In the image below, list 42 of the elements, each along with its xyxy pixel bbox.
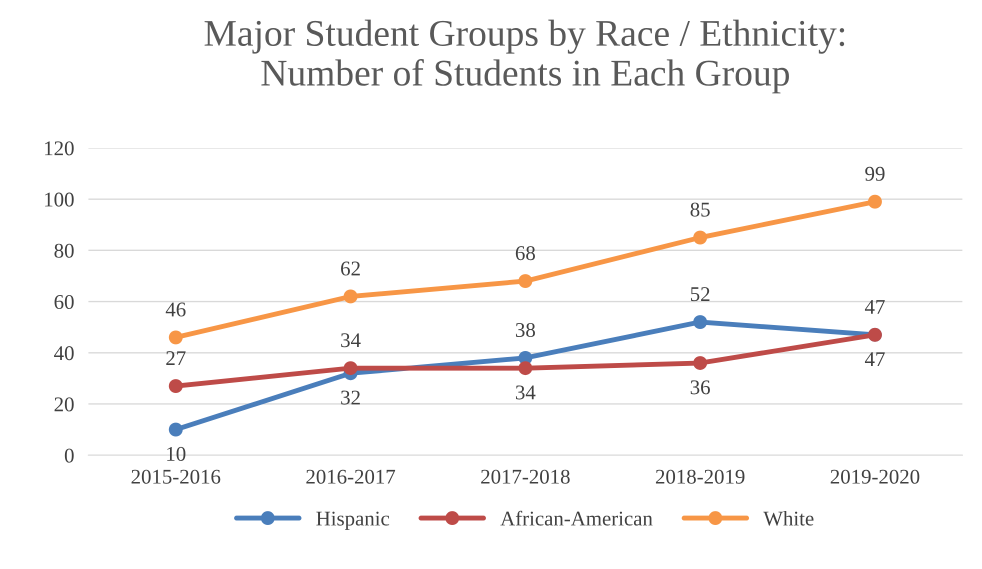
legend-label: White (763, 510, 814, 526)
data-label: 32 (341, 390, 360, 405)
data-label: 47 (864, 352, 885, 366)
data-label: 10 (167, 446, 186, 461)
data-label: 36 (690, 380, 710, 394)
point (518, 274, 532, 288)
legend-label: African-American (500, 510, 653, 526)
x-tick-label: 2018-2019 (656, 470, 744, 484)
data-label: 52 (690, 287, 710, 302)
y-tick-label: 40 (54, 346, 74, 360)
data-label: 47 (864, 300, 885, 314)
point (344, 361, 358, 376)
y-tick-label: 120 (45, 141, 74, 156)
data-label: 38 (516, 322, 535, 338)
data-label: 99 (865, 166, 885, 181)
legend-label: Hispanic (316, 512, 390, 530)
data-label: 62 (341, 262, 360, 276)
point (344, 290, 358, 304)
point (693, 356, 708, 370)
data-label: 34 (341, 333, 361, 348)
x-tick-label: 2016-2017 (306, 470, 396, 484)
y-tick-label: 0 (64, 448, 74, 463)
data-label: 85 (690, 202, 710, 217)
point (693, 315, 708, 329)
x-tick-label: 2019-2020 (830, 470, 920, 484)
x-tick-label: 2017-2018 (481, 470, 570, 484)
point (168, 379, 183, 394)
point (518, 361, 532, 376)
data-label: 34 (516, 385, 536, 400)
data-label: 46 (166, 302, 186, 317)
point (168, 422, 183, 437)
y-tick-label: 80 (54, 244, 74, 258)
point (693, 230, 708, 244)
y-tick-label: 100 (45, 192, 74, 207)
data-label: 68 (516, 246, 535, 260)
point (168, 330, 183, 344)
y-tick-label: 60 (54, 294, 74, 310)
point (868, 194, 882, 209)
data-label: 27 (166, 351, 186, 365)
x-tick-label: 2015-2016 (132, 470, 220, 484)
y-tick-label: 20 (54, 397, 74, 412)
chart-title: Major Student Groups by Race / Ethnicity: Number of Students in Each Group (204, 20, 844, 94)
